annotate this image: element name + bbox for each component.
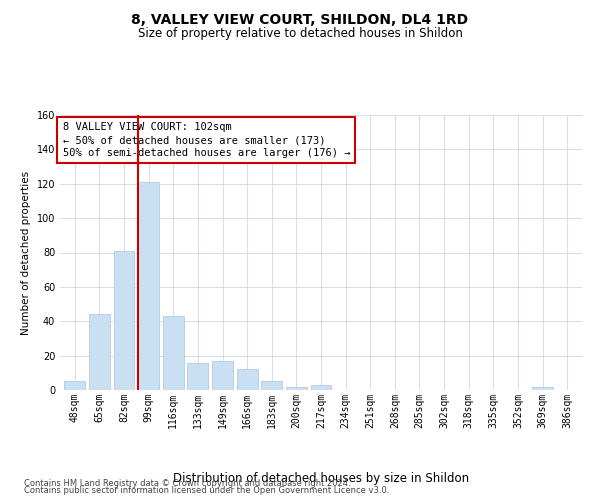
Bar <box>187 362 208 390</box>
Text: Size of property relative to detached houses in Shildon: Size of property relative to detached ho… <box>137 28 463 40</box>
Text: 8, VALLEY VIEW COURT, SHILDON, DL4 1RD: 8, VALLEY VIEW COURT, SHILDON, DL4 1RD <box>131 12 469 26</box>
Bar <box>163 316 184 390</box>
Bar <box>89 314 110 390</box>
Bar <box>532 386 553 390</box>
Bar <box>261 382 282 390</box>
Text: 8 VALLEY VIEW COURT: 102sqm
← 50% of detached houses are smaller (173)
50% of se: 8 VALLEY VIEW COURT: 102sqm ← 50% of det… <box>62 122 350 158</box>
Bar <box>286 386 307 390</box>
Bar <box>64 382 85 390</box>
Bar <box>236 370 257 390</box>
Bar <box>311 385 331 390</box>
Y-axis label: Number of detached properties: Number of detached properties <box>21 170 31 334</box>
Text: Contains HM Land Registry data © Crown copyright and database right 2024.: Contains HM Land Registry data © Crown c… <box>24 478 350 488</box>
Bar <box>138 182 159 390</box>
X-axis label: Distribution of detached houses by size in Shildon: Distribution of detached houses by size … <box>173 472 469 486</box>
Bar <box>113 251 134 390</box>
Bar <box>212 361 233 390</box>
Text: Contains public sector information licensed under the Open Government Licence v3: Contains public sector information licen… <box>24 486 389 495</box>
